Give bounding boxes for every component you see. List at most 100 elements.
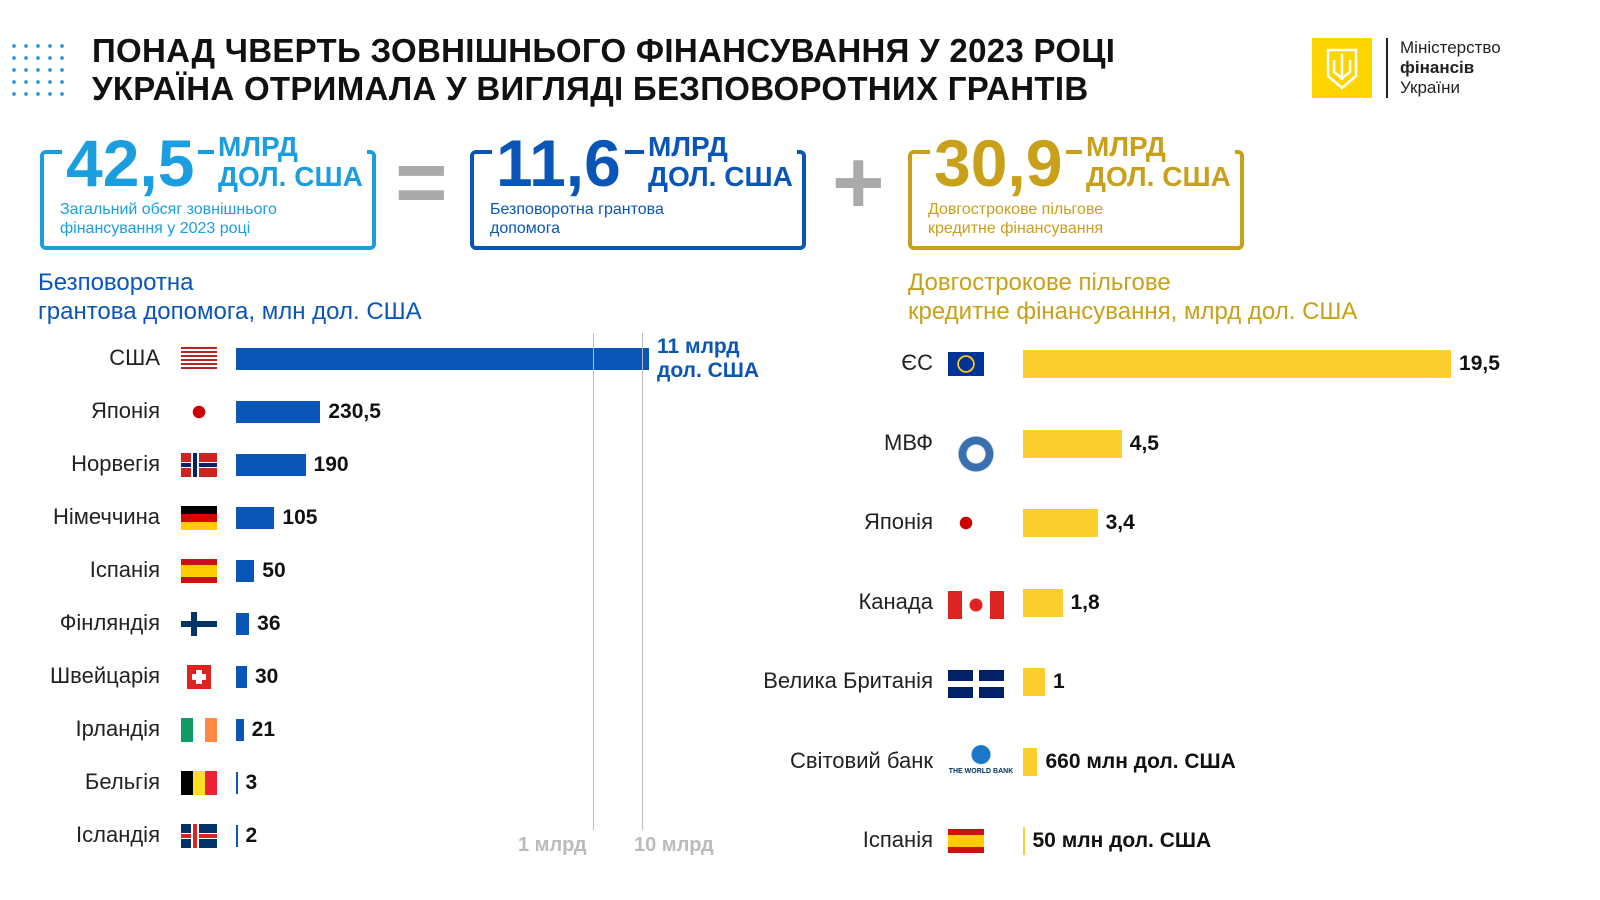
- data-label: 36: [257, 612, 281, 635]
- bar: [236, 825, 238, 847]
- summary-unit: МЛРД ДОЛ. США: [644, 132, 797, 192]
- flag-icon: [948, 431, 1004, 476]
- desc-line: кредитне фінансування: [928, 220, 1104, 237]
- gridline-1-bln: [593, 333, 594, 830]
- axis-tick: 1 млрд: [518, 834, 587, 856]
- category-label: США: [109, 345, 160, 370]
- axis-tick: 10 млрд: [634, 834, 714, 856]
- chart-title: Безповоротна грантова допомога, млн дол. …: [38, 268, 422, 326]
- summary-value: 30,9: [930, 128, 1067, 198]
- desc-line: Безповоротна грантова: [490, 201, 664, 218]
- summary-card: 11,6 МЛРД ДОЛ. США Безповоротна грантова доп…: [470, 128, 806, 250]
- chart-title-line: Безповоротна: [38, 269, 194, 296]
- flag-icon: [181, 559, 217, 583]
- page-title: ПОНАД ЧВЕРТЬ ЗОВНІШНЬОГО ФІНАНСУВАННЯ У …: [92, 32, 1116, 107]
- desc-line: Загальний обсяг зовнішнього: [60, 201, 277, 218]
- bar: [236, 507, 275, 529]
- category-label: Світовий банк: [789, 747, 933, 773]
- flag-icon: [948, 829, 984, 853]
- logo-divider: [1386, 38, 1388, 98]
- bar: [236, 772, 238, 794]
- summary-description: Довгострокове пільгове кредитне фінансува…: [928, 200, 1103, 238]
- category-label: Канада: [858, 588, 933, 614]
- summary-card: 42,5 МЛРД ДОЛ. США Загальний обсяг зовнішнь…: [40, 128, 376, 250]
- flag-icon: [181, 347, 217, 371]
- bar: [1023, 747, 1038, 776]
- data-label: 1: [1052, 670, 1065, 693]
- data-label: 50 млн дол. США: [1032, 829, 1212, 852]
- category-label: Ісландія: [76, 822, 160, 847]
- category-label: Ірландія: [75, 716, 160, 741]
- flag-icon: THE WORLD BANK: [948, 741, 1014, 778]
- flag-icon: [181, 453, 217, 477]
- gridline-10-bln: [642, 333, 643, 830]
- flag-icon: [181, 824, 217, 848]
- chart-title-line: кредитне фінансування, млрд дол. США: [908, 298, 1358, 325]
- bar: [236, 719, 244, 741]
- data-label: 1,8: [1070, 590, 1100, 614]
- category-label: Німеччина: [52, 504, 160, 529]
- flag-icon: [181, 400, 217, 424]
- flag-icon: [181, 771, 217, 795]
- data-label: 3,4: [1105, 511, 1135, 534]
- flag-icon: [948, 670, 1004, 698]
- bar: [1023, 429, 1122, 458]
- summary-value: 42,5: [62, 128, 199, 198]
- flag-icon: [181, 506, 217, 530]
- summary-unit: МЛРД ДОЛ. США: [214, 132, 367, 192]
- category-label: Фінляндія: [59, 610, 160, 635]
- world-bank-logo-text: THE WORLD BANK: [948, 767, 1014, 775]
- data-label: 50: [262, 559, 286, 582]
- category-label: ЄС: [901, 350, 933, 375]
- category-label: Японія: [864, 509, 933, 534]
- flag-icon: [187, 665, 211, 689]
- unit-line: ДОЛ. США: [218, 161, 363, 192]
- category-label: Велика Британія: [763, 668, 933, 693]
- flag-icon: [948, 590, 1004, 619]
- data-label: 230,5: [328, 400, 381, 423]
- flag-icon: [948, 352, 984, 376]
- unit-line: ДОЛ. США: [1086, 161, 1231, 192]
- chart-title-line: Довгострокове пільгове: [908, 269, 1171, 296]
- summary-description: Загальний обсяг зовнішнього фінансування …: [60, 200, 277, 238]
- data-label: 11 млрд дол. США: [657, 335, 760, 382]
- data-label: 30: [254, 665, 279, 688]
- desc-line: допомога: [490, 220, 561, 237]
- data-label: 660 млн дол. США: [1045, 749, 1236, 773]
- bar: [236, 454, 306, 476]
- data-label: 105: [282, 506, 318, 529]
- ministry-logo-trident-icon: [1312, 38, 1372, 98]
- flag-icon: [181, 612, 217, 636]
- data-label: 190: [313, 453, 349, 476]
- summary-card: 30,9 МЛРД ДОЛ. США Довгострокове пільгове кр…: [908, 128, 1244, 250]
- data-label: 2: [245, 824, 258, 847]
- summary-value: 11,6: [492, 128, 625, 198]
- category-label: МВФ: [884, 429, 933, 455]
- data-label: 4,5: [1129, 431, 1159, 455]
- chart-title-line: грантова допомога, млн дол. США: [38, 298, 422, 325]
- category-label: Іспанія: [89, 557, 160, 582]
- bar: [236, 560, 255, 582]
- flag-icon: [181, 718, 217, 742]
- ministry-name: Міністерство фінансів України: [1400, 38, 1501, 97]
- bar: [1023, 827, 1025, 855]
- unit-line: МЛРД: [1086, 131, 1166, 162]
- unit-line: МЛРД: [648, 131, 728, 162]
- data-label: 21: [251, 718, 276, 741]
- bar: [1023, 350, 1452, 378]
- bar: [236, 401, 321, 423]
- bar: [236, 348, 649, 370]
- desc-line: Довгострокове пільгове: [928, 201, 1104, 218]
- bar: [236, 613, 250, 635]
- summary-unit: МЛРД ДОЛ. США: [1082, 132, 1235, 192]
- bar: [236, 666, 247, 688]
- category-label: Іспанія: [862, 827, 933, 852]
- decorative-dots: [8, 40, 70, 102]
- unit-line: ДОЛ. США: [648, 161, 793, 192]
- bar: [1023, 509, 1098, 537]
- category-label: Норвегія: [71, 451, 160, 476]
- data-label: 3: [245, 771, 258, 794]
- unit-line: МЛРД: [218, 131, 298, 162]
- bar: [1023, 588, 1063, 617]
- desc-line: фінансування у 2023 році: [60, 220, 251, 237]
